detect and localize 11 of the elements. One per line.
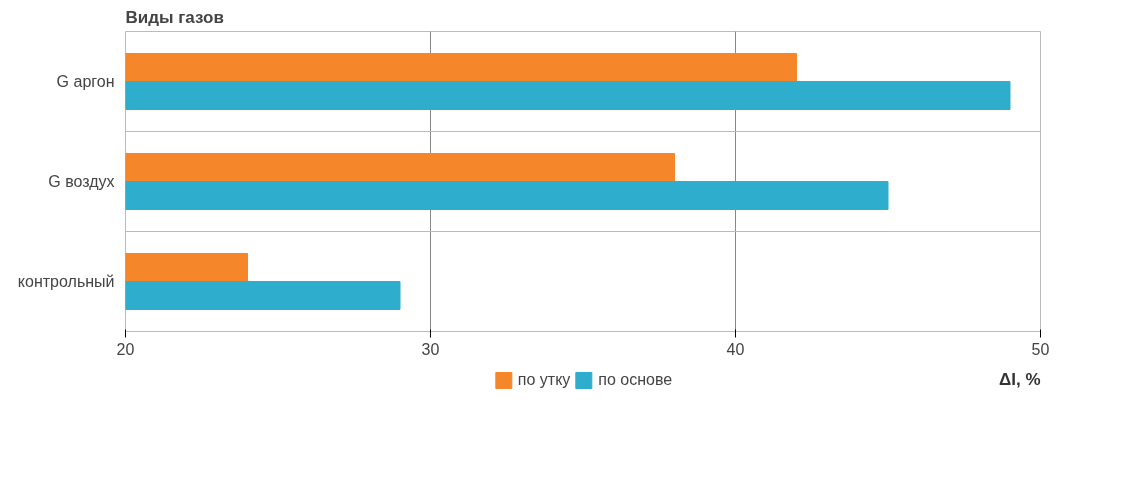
- y-axis-title: Виды газов: [125, 7, 224, 27]
- legend-label: по основе: [598, 370, 673, 389]
- legend-label: по утку: [517, 370, 571, 389]
- x-tick-label: 20: [116, 340, 135, 358]
- x-axis-title: ΔI, %: [999, 370, 1041, 389]
- y-tick-label: контрольный: [17, 273, 115, 290]
- y-tick-label: G воздух: [48, 173, 115, 190]
- x-tick-label: 30: [421, 340, 440, 358]
- x-tick-label: 40: [726, 340, 745, 358]
- x-tick-label: 50: [1031, 340, 1050, 358]
- y-tick-label: G аргон: [56, 73, 115, 90]
